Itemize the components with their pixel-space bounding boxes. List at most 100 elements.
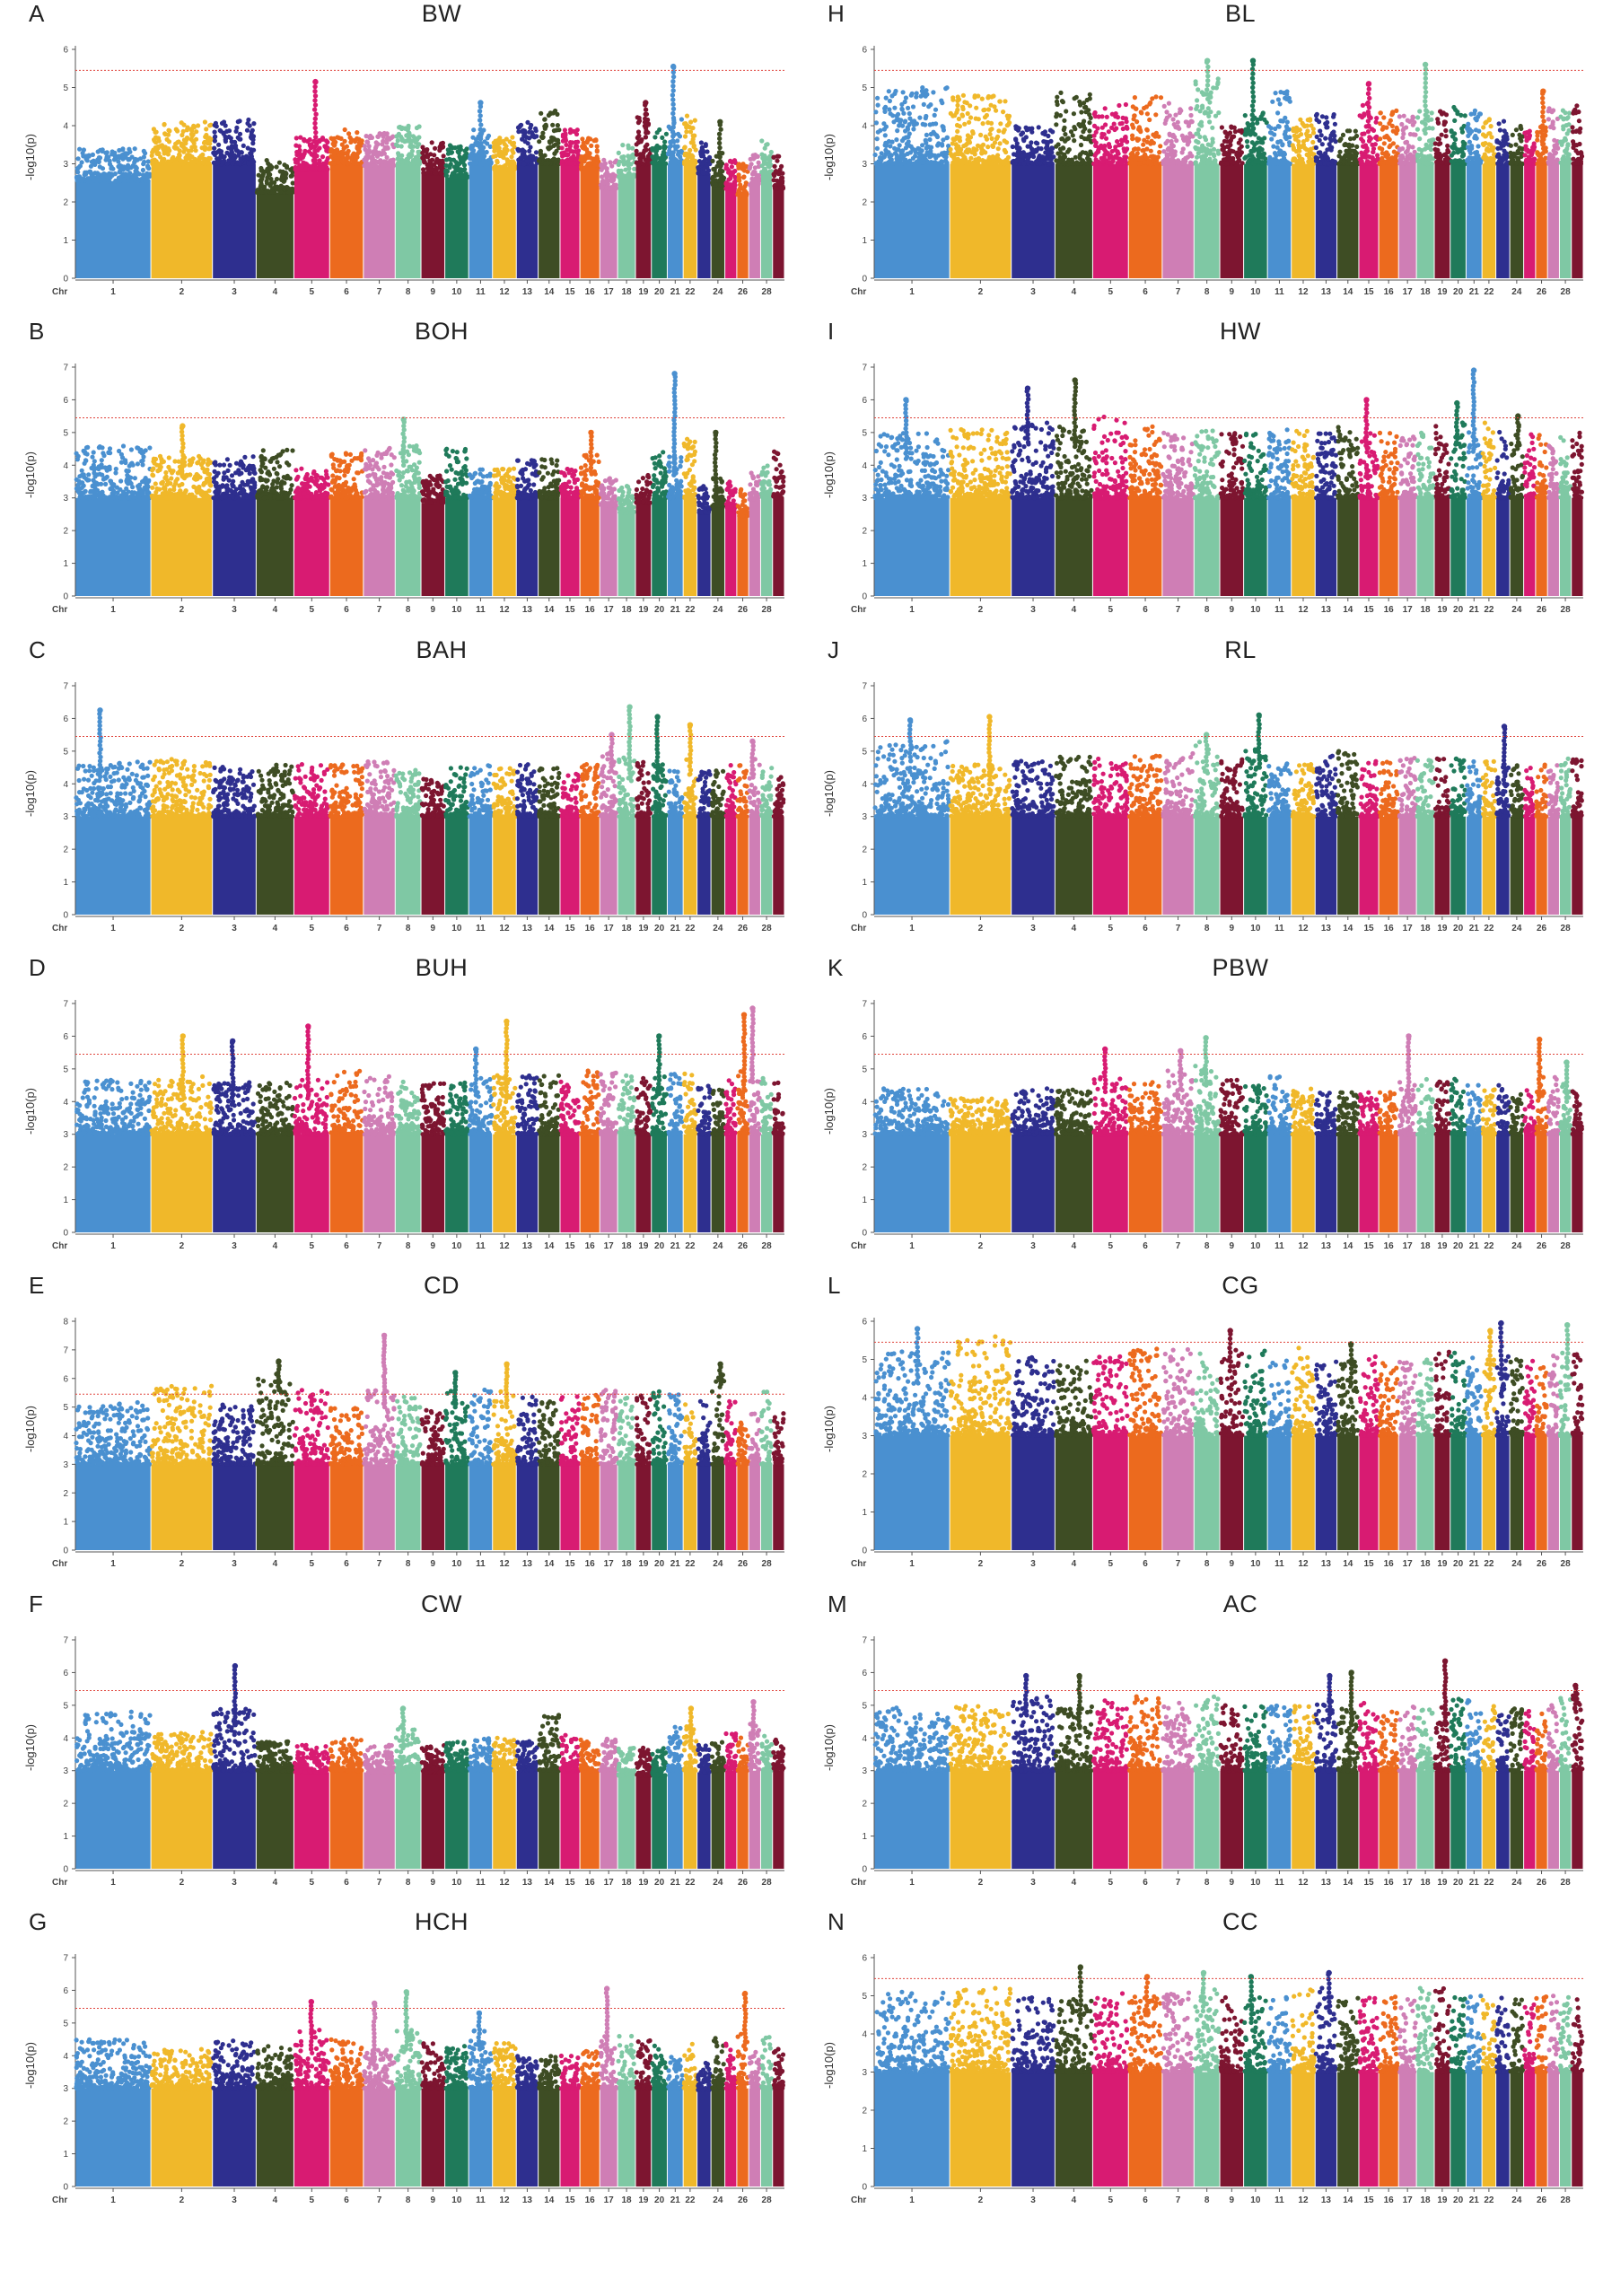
- x-tick-label: 13: [522, 287, 533, 297]
- peak-point: [643, 135, 649, 140]
- snp-point: [164, 482, 170, 487]
- snp-point: [255, 493, 260, 498]
- y-tick-label: 1: [63, 559, 68, 569]
- snp-point: [545, 470, 551, 476]
- peak-point: [718, 163, 723, 169]
- snp-point: [299, 486, 304, 492]
- snp-point: [653, 455, 658, 460]
- snp-point: [688, 147, 693, 153]
- snp-point: [492, 148, 497, 153]
- snp-point: [573, 145, 578, 150]
- snp-point: [575, 139, 581, 145]
- snp-point: [99, 458, 104, 463]
- snp-point: [113, 466, 118, 472]
- snp-point: [640, 476, 646, 481]
- snp-point: [317, 158, 322, 163]
- snp-point: [96, 464, 101, 469]
- snp-point: [467, 472, 472, 478]
- snp-point: [100, 166, 106, 171]
- snp-point: [449, 486, 454, 492]
- snp-point: [588, 155, 593, 161]
- snp-point: [206, 161, 211, 166]
- snp-point: [112, 150, 118, 155]
- snp-point: [405, 449, 410, 454]
- snp-point: [262, 184, 267, 189]
- snp-point: [765, 161, 770, 167]
- snp-point: [527, 148, 532, 153]
- chromosome-block: [516, 497, 539, 596]
- snp-point: [224, 161, 230, 166]
- snp-point: [150, 485, 155, 490]
- snp-point: [663, 131, 670, 136]
- snp-point: [736, 172, 741, 178]
- x-tick-label: 12: [499, 287, 510, 297]
- snp-point: [464, 480, 469, 486]
- snp-point: [547, 140, 553, 145]
- snp-point: [107, 173, 112, 179]
- snp-point: [688, 495, 694, 500]
- snp-point: [729, 164, 735, 170]
- snp-point: [525, 119, 530, 125]
- snp-point: [221, 131, 226, 136]
- snp-point: [426, 489, 432, 495]
- snp-point: [528, 145, 533, 150]
- snp-point: [214, 480, 219, 486]
- snp-point: [492, 467, 497, 473]
- snp-point: [366, 151, 372, 156]
- snp-point: [443, 173, 450, 179]
- peak-point: [312, 148, 318, 153]
- snp-point: [86, 179, 92, 184]
- snp-point: [287, 476, 293, 481]
- peak-point: [670, 138, 676, 144]
- snp-point: [150, 161, 155, 167]
- snp-point: [358, 455, 364, 460]
- snp-point: [752, 165, 758, 171]
- snp-point: [258, 165, 264, 171]
- snp-point: [491, 473, 497, 478]
- snp-point: [375, 142, 381, 147]
- snp-point: [702, 165, 707, 171]
- snp-point: [668, 144, 674, 149]
- snp-point: [130, 485, 136, 490]
- chromosome-block: [760, 173, 773, 278]
- snp-point: [412, 479, 417, 485]
- snp-point: [160, 161, 165, 166]
- snp-point: [165, 478, 171, 483]
- snp-point: [237, 471, 242, 477]
- snp-point: [412, 475, 417, 481]
- snp-point: [710, 180, 715, 186]
- snp-point: [501, 467, 506, 472]
- snp-point: [214, 473, 219, 478]
- snp-point: [381, 159, 387, 164]
- snp-point: [150, 150, 155, 155]
- snp-point: [101, 453, 107, 459]
- snp-point: [274, 176, 280, 182]
- snp-point: [384, 140, 390, 145]
- snp-point: [684, 125, 689, 130]
- snp-point: [188, 161, 194, 166]
- snp-point: [311, 479, 317, 485]
- snp-point: [132, 146, 137, 152]
- snp-point: [290, 180, 295, 186]
- snp-point: [533, 150, 539, 155]
- snp-point: [167, 487, 172, 493]
- snp-point: [554, 462, 559, 469]
- snp-point: [136, 445, 141, 451]
- snp-point: [691, 451, 697, 457]
- snp-point: [151, 456, 156, 461]
- snp-point: [574, 131, 580, 137]
- snp-point: [563, 131, 568, 136]
- snp-point: [106, 179, 111, 184]
- snp-point: [434, 171, 439, 176]
- snp-point: [232, 153, 237, 158]
- snp-point: [540, 135, 546, 140]
- snp-point: [378, 158, 383, 163]
- snp-point: [529, 161, 534, 166]
- peak-point: [312, 144, 318, 149]
- snp-point: [460, 174, 466, 180]
- snp-point: [776, 153, 782, 159]
- snp-point: [768, 149, 774, 155]
- snp-point: [404, 494, 409, 499]
- chromosome-block: [737, 196, 749, 278]
